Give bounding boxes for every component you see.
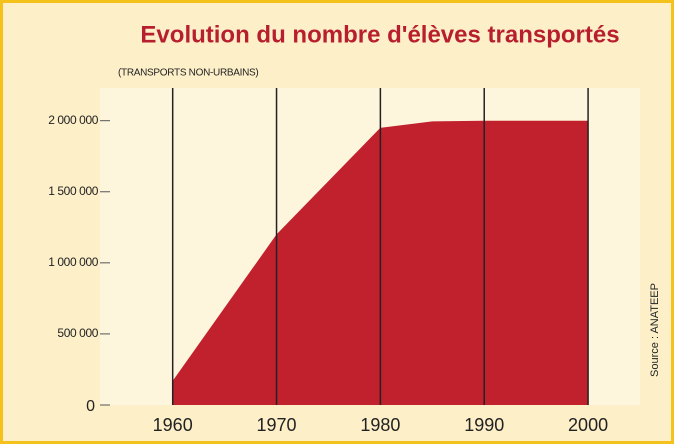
- x-tick-label: 1960: [153, 415, 193, 435]
- y-tick-label: 1 500 000: [48, 184, 99, 198]
- y-tick-label: 500 000: [57, 326, 98, 340]
- x-tick-label: 1970: [257, 415, 297, 435]
- chart-subtitle: (TRANSPORTS NON-URBAINS): [118, 68, 258, 79]
- y-tick-label: 2 000 000: [48, 113, 99, 127]
- x-tick-label: 1980: [360, 415, 400, 435]
- x-tick-label: 1990: [464, 415, 504, 435]
- chart-title: Evolution du nombre d'élèves transportés: [140, 21, 619, 48]
- source-note: Source : ANATEEP: [649, 283, 661, 377]
- y-tick-label: 1 000 000: [48, 255, 99, 269]
- x-tick-label: 2000: [568, 415, 608, 435]
- y-tick-label: 0: [86, 398, 95, 415]
